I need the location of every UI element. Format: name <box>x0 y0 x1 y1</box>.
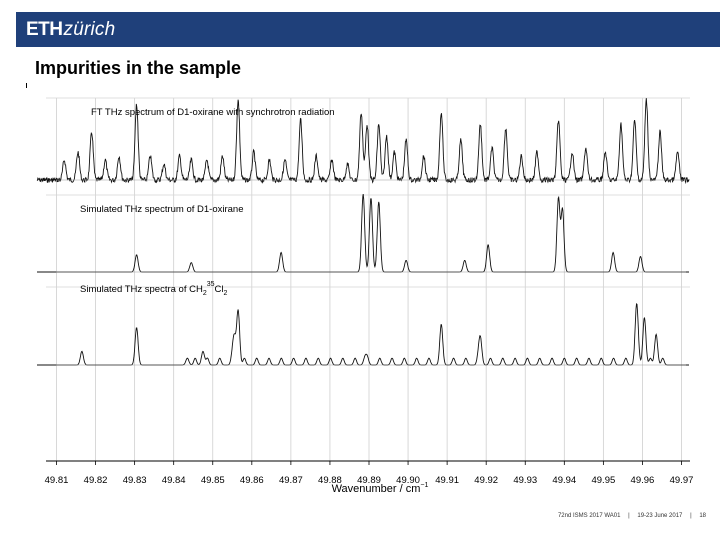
x-tick-label: 49.97 <box>670 475 694 486</box>
title-divider <box>26 83 27 88</box>
x-tick-label: 49.90 <box>396 475 420 486</box>
x-tick-label: 49.92 <box>474 475 498 486</box>
x-tick-label: 49.85 <box>201 475 225 486</box>
panel-title-part: Cl <box>215 284 224 295</box>
x-tick-label: 49.89 <box>357 475 381 486</box>
panel-title-part: 2 <box>224 290 228 297</box>
x-tick-label: 49.87 <box>279 475 303 486</box>
footer-separator: | <box>628 513 630 519</box>
slide-title: Impurities in the sample <box>35 58 242 78</box>
panel-title: FT THz spectrum of D1-oxirane with synch… <box>91 107 335 118</box>
x-axis-label-exponent: −1 <box>420 482 428 489</box>
logo-bold-text: ETH <box>26 19 63 40</box>
panel-title: Simulated THz spectra of CH235Cl2 <box>80 281 228 297</box>
x-tick-label: 49.88 <box>318 475 342 486</box>
panel-title-part: Simulated THz spectra of CH <box>80 284 203 295</box>
x-tick-label: 49.93 <box>513 475 537 486</box>
footer-event: 72nd ISMS 2017 WA01 <box>557 513 621 519</box>
x-tick-label: 49.83 <box>123 475 147 486</box>
footer-page-number: 18 <box>699 513 706 519</box>
eth-zurich-logo: ETHzürich <box>26 19 115 41</box>
x-tick-label: 49.91 <box>435 475 459 486</box>
x-tick-label: 49.81 <box>45 475 69 486</box>
panel-title-part: 35 <box>207 281 215 288</box>
x-tick-label: 49.82 <box>84 475 108 486</box>
x-tick-label: 49.94 <box>552 475 576 486</box>
footer-date: 19-23 June 2017 <box>637 513 683 519</box>
panel-title: Simulated THz spectrum of D1-oxirane <box>80 204 244 215</box>
x-tick-label: 49.95 <box>591 475 615 486</box>
header-bar: ETHzürich <box>16 12 720 47</box>
x-axis-label: Wavenumber / cm−1 <box>332 482 429 495</box>
x-tick-label: 49.86 <box>240 475 264 486</box>
footer-separator: | <box>690 513 692 519</box>
footer: 72nd ISMS 2017 WA01 | 19-23 June 2017 | … <box>552 513 706 519</box>
logo-italic-text: zürich <box>63 19 116 40</box>
x-tick-label: 49.84 <box>162 475 186 486</box>
x-tick-label: 49.96 <box>631 475 655 486</box>
panel-title-part: 2 <box>203 290 207 297</box>
